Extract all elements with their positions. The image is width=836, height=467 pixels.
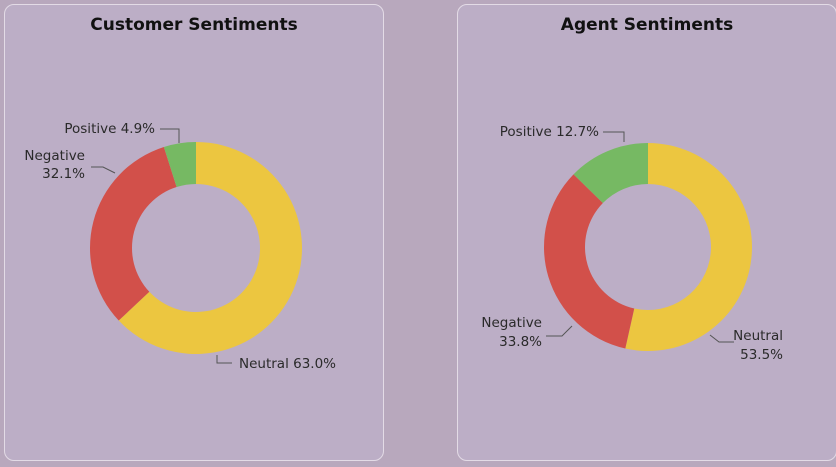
chart-title: Customer Sentiments	[90, 15, 298, 35]
leader-neutral	[216, 355, 232, 364]
label-negative-pct: 33.8%	[499, 334, 542, 350]
customer-sentiments-panel: Customer Sentiments Positive 4.9% Negati…	[4, 4, 384, 461]
slice-negative[interactable]	[90, 146, 177, 321]
leader-neutral	[709, 334, 734, 343]
slice-positive[interactable]	[573, 143, 648, 204]
label-neutral: Neutral	[733, 328, 783, 344]
label-neutral: Neutral 63.0%	[239, 356, 336, 372]
slice-neutral[interactable]	[118, 142, 302, 354]
leader-negative	[546, 325, 573, 337]
leader-positive	[160, 128, 180, 143]
agent-sentiments-donut: Positive 12.7% Negative 33.8% Neutral 53…	[481, 124, 783, 363]
slice-neutral[interactable]	[625, 143, 753, 351]
label-negative: Negative	[481, 315, 542, 331]
label-neutral-pct: 53.5%	[740, 347, 783, 363]
chart-title: Agent Sentiments	[560, 15, 734, 35]
leader-positive	[603, 131, 625, 142]
agent-sentiments-panel: Agent Sentiments Positive 12.7% Negative…	[457, 4, 836, 461]
label-negative-pct: 32.1%	[42, 166, 85, 182]
slice-negative[interactable]	[544, 174, 635, 349]
label-negative: Negative	[24, 148, 85, 164]
leader-negative	[91, 166, 116, 174]
slice-positive[interactable]	[163, 142, 196, 188]
customer-sentiments-donut: Positive 4.9% Negative 32.1% Neutral 63.…	[24, 121, 336, 372]
label-positive: Positive 12.7%	[500, 124, 599, 140]
label-positive: Positive 4.9%	[64, 121, 155, 137]
